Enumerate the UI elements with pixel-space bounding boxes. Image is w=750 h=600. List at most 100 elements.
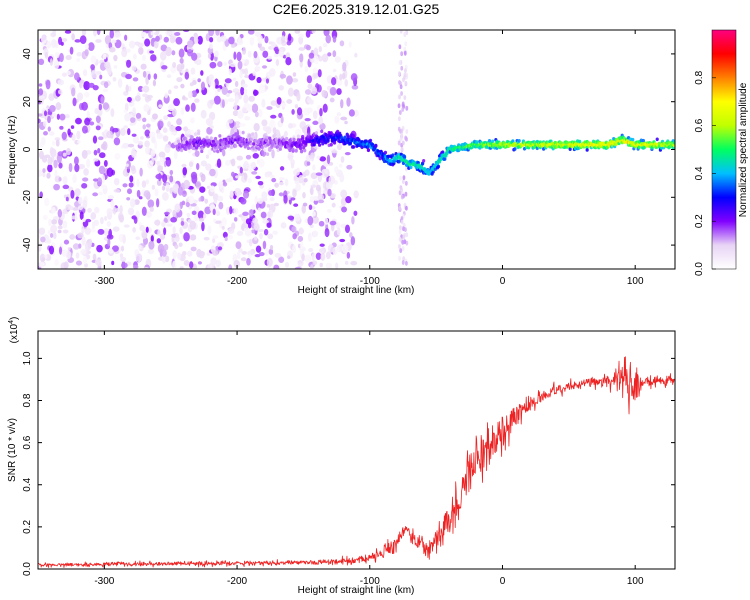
spectrogram-ridge-cell <box>301 137 305 141</box>
spectrogram-noise-cell <box>102 53 107 60</box>
spectrogram-y-tick-label: 0 <box>22 146 33 152</box>
spectrogram-noise-cell <box>318 55 323 62</box>
spectrogram-noise-cell <box>188 90 193 99</box>
spectrogram-noise-cell <box>216 210 221 216</box>
spectrogram-noise-cell <box>161 191 169 201</box>
spectrogram-ridge-cell <box>252 142 256 146</box>
spectrogram-noise-cell <box>241 83 248 88</box>
spectrogram-noise-cell <box>224 236 228 242</box>
spectrogram-noise-cell <box>145 211 152 219</box>
spectrogram-noise-cell <box>227 89 233 94</box>
spectrogram-noise-cell <box>195 181 202 189</box>
snr-x-ticks: -300 -200 -100 0 100 <box>94 331 644 587</box>
spectrogram-noise-cell <box>194 98 200 103</box>
spectrogram-noise-cell <box>311 30 316 34</box>
spectrogram-noise-cell <box>230 158 236 167</box>
spectrogram-streak-cell <box>404 41 408 47</box>
spectrogram-noise-cell <box>57 225 63 230</box>
spectrogram-noise-cell <box>113 188 121 193</box>
spectrogram-noise-cell <box>180 69 187 74</box>
spectrogram-ridge-cell <box>329 142 333 147</box>
spectrogram-noise-cell <box>315 184 321 192</box>
spectrogram-noise-cell <box>189 82 194 87</box>
spectrogram-noise-cell <box>171 233 177 238</box>
spectrogram-noise-cell <box>220 35 227 42</box>
spectrogram-noise-cell <box>114 32 122 38</box>
spectrogram-noise-cell <box>251 171 258 175</box>
spectrogram-noise-cell <box>310 86 318 95</box>
spectrogram-noise-cell <box>275 59 280 67</box>
spectrogram-ridge-cell <box>314 131 319 135</box>
spectrogram-noise-cell <box>336 227 341 236</box>
spectrogram-noise-cell <box>163 36 169 43</box>
spectrogram-noise-cell <box>247 50 252 58</box>
snr-y-tick-label: 0.2 <box>22 519 33 533</box>
spectrogram-noise-cell <box>62 184 70 190</box>
spectrogram-noise-cell <box>81 218 86 223</box>
spectrogram-noise-cell <box>283 130 288 138</box>
spectrogram-noise-cell <box>264 35 269 44</box>
spectrogram-noise-cell <box>90 55 97 64</box>
spectrogram-noise-cell <box>350 260 358 266</box>
spectrogram-noise-cell <box>224 78 232 84</box>
spectrogram-noise-cell <box>336 244 343 253</box>
spectrogram-noise-cell <box>168 104 175 112</box>
spectrogram-noise-cell <box>125 163 129 168</box>
spectrogram-noise-cell <box>317 69 322 78</box>
spectrogram-streak-cell <box>397 103 401 109</box>
spectrogram-noise-cell <box>254 236 258 241</box>
spectrogram-noise-cell <box>200 173 206 183</box>
spectrogram-noise-cell <box>229 62 237 68</box>
spectrogram-ridge-cell <box>243 144 247 149</box>
spectrogram-noise-cell <box>77 196 83 205</box>
spectrogram-noise-cell <box>57 151 64 157</box>
spectrogram-noise-cell <box>74 39 81 43</box>
spectrogram-ridge-cell <box>298 146 303 151</box>
spectrogram-noise-cell <box>62 220 68 229</box>
spectrogram-noise-cell <box>318 46 322 53</box>
spectrogram-noise-cell <box>51 112 57 118</box>
spectrogram-noise-cell <box>224 160 231 166</box>
spectrogram-noise-cell <box>189 129 194 136</box>
spectrogram-noise-cell <box>290 197 296 201</box>
spectrogram-noise-cell <box>306 161 311 166</box>
spectrogram-noise-cell <box>188 161 194 168</box>
spectrogram-noise-cell <box>212 238 216 243</box>
spectrogram-noise-cell <box>318 220 325 227</box>
spectrogram-noise-cell <box>177 186 184 196</box>
spectrogram-noise-cell <box>331 77 337 86</box>
spectrogram-noise-cell <box>78 163 86 170</box>
spectrogram-streak-cell <box>405 260 408 266</box>
spectrogram-noise-cell <box>42 168 46 173</box>
spectrogram-noise-cell <box>132 107 136 114</box>
spectrogram-streak-cell <box>398 229 402 235</box>
spectrogram-noise-cell <box>47 230 51 235</box>
spectrogram-noise-cell <box>130 165 136 172</box>
spectrogram-noise-cell <box>336 112 342 117</box>
spectrogram-ridge-cell <box>294 149 298 153</box>
spectrogram-noise-cell <box>198 197 202 202</box>
spectrogram-noise-cell <box>174 244 179 250</box>
spectrogram-noise-cell <box>163 243 169 251</box>
spectrogram-noise-cell <box>262 77 267 82</box>
spectrogram-noise-cell <box>315 252 322 260</box>
spectrogram-ridge-cell <box>303 148 307 153</box>
spectrogram-noise-cell <box>261 191 268 200</box>
spectrogram-noise-cell <box>228 264 233 269</box>
spectrogram-streak-cell <box>403 51 407 56</box>
spectrogram-noise-cell <box>46 238 52 244</box>
spectrogram-noise-cell <box>136 178 140 188</box>
spectrogram-noise-cell <box>127 207 135 216</box>
spectrogram-noise-cell <box>66 70 71 76</box>
spectrogram-noise-cell <box>307 232 312 242</box>
spectrogram-noise-cell <box>40 136 46 145</box>
spectrogram-noise-cell <box>244 115 251 121</box>
spectrogram-noise-cell <box>332 68 337 73</box>
spectrogram-noise-cell <box>62 208 68 215</box>
snr-x-tick-label: -300 <box>94 576 114 587</box>
spectrogram-noise-cell <box>179 226 183 235</box>
spectrogram-noise-cell <box>173 98 180 107</box>
spectrogram-noise-cell <box>229 205 233 215</box>
spectrogram-noise-cell <box>138 196 143 200</box>
spectrogram-ridge-cell <box>320 129 324 134</box>
